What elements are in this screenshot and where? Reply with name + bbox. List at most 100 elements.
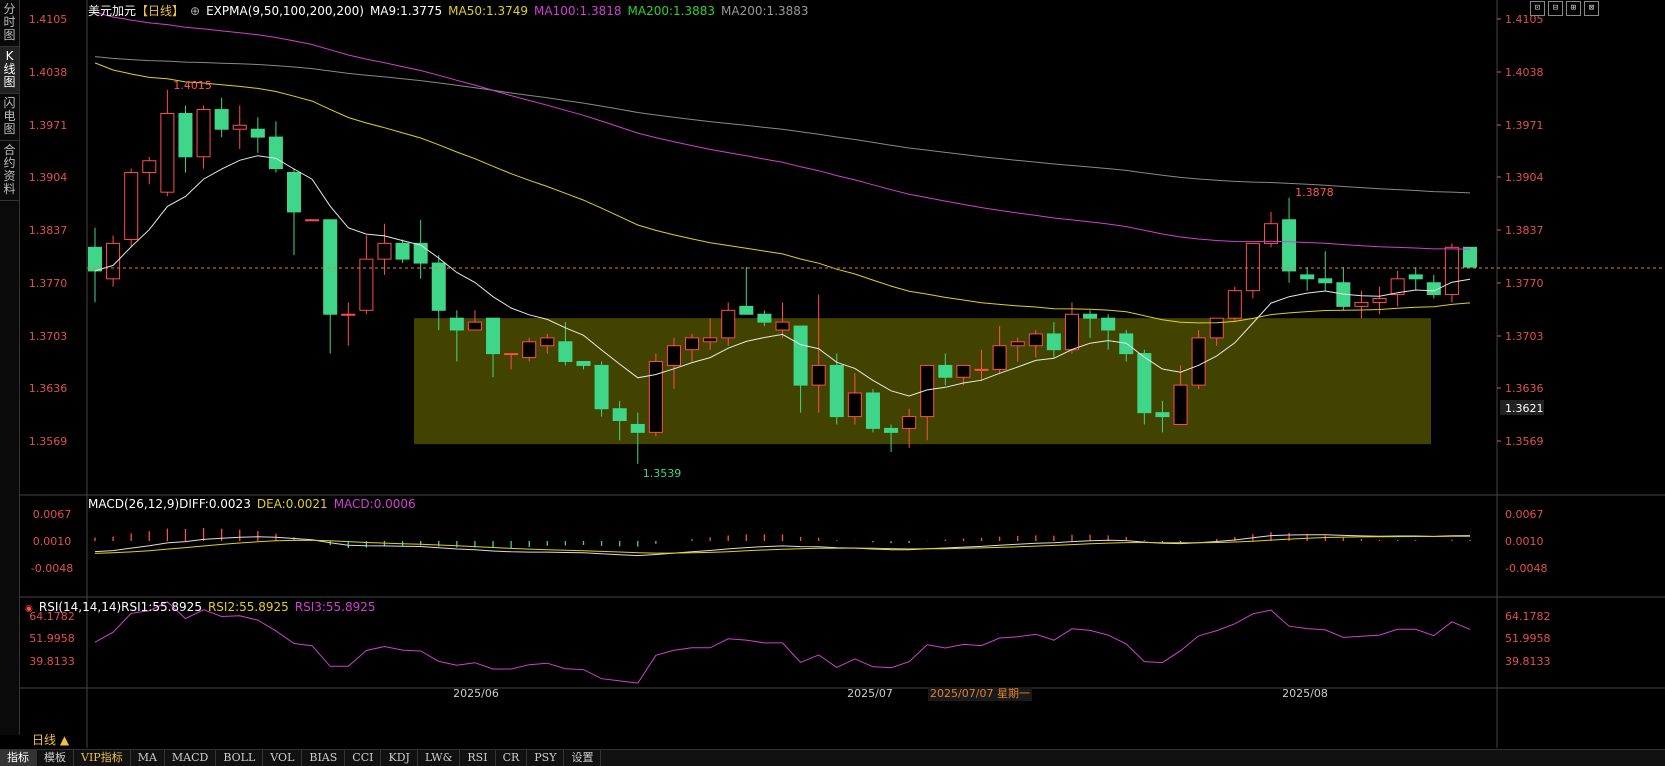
candle-body bbox=[721, 309, 736, 339]
bottom-tab-14[interactable]: 设置 bbox=[564, 750, 602, 766]
close-icon[interactable]: ⊠ bbox=[1584, 1, 1599, 16]
ma200-label: MA200:1.3883 bbox=[721, 4, 809, 18]
candle-body bbox=[142, 160, 157, 174]
candle-body bbox=[1444, 246, 1459, 296]
restore-icon[interactable]: ⊡ bbox=[1530, 1, 1545, 16]
indicator-toolbar: 指标 模板 VIP指标 MA MACD BOLL VOL BIAS CCI KDJ LW& RSI CR… bbox=[0, 749, 1665, 766]
bottom-tab-9[interactable]: KDJ bbox=[381, 750, 418, 766]
rsi-right-tick: 39.8133 bbox=[1505, 655, 1551, 668]
candle-body bbox=[377, 242, 392, 260]
bottom-tab-4[interactable]: MACD bbox=[165, 750, 217, 766]
candle-body bbox=[413, 242, 428, 264]
candle-body bbox=[920, 364, 935, 418]
rsi-right-tick: 51.9958 bbox=[1505, 632, 1551, 645]
left-price-tick: 1.4038 bbox=[29, 66, 68, 79]
left-tab-2[interactable]: 闪电图 bbox=[0, 94, 19, 141]
candle-body bbox=[811, 364, 826, 386]
date-label: 2025/07 bbox=[847, 687, 893, 700]
candle-body bbox=[1191, 337, 1206, 386]
candle-body bbox=[1083, 313, 1098, 319]
bottom-tab-5[interactable]: BOLL bbox=[216, 750, 264, 766]
rsi3-value: RSI3:55.8925 bbox=[294, 600, 376, 614]
candle-body bbox=[486, 317, 501, 355]
candle-body bbox=[793, 325, 808, 386]
candle-body bbox=[1372, 297, 1387, 303]
candle-body bbox=[1462, 246, 1478, 268]
candle-body bbox=[956, 364, 971, 378]
minimize-icon[interactable]: ⊟ bbox=[1548, 1, 1563, 16]
recent-high-label: 1.3878 bbox=[1295, 186, 1334, 199]
expma-label: EXPMA(9,50,100,200,200) bbox=[206, 4, 364, 18]
ma200-green-label: MA200:1.3883 bbox=[627, 4, 716, 18]
left-tab-0[interactable]: 分时图 bbox=[0, 0, 19, 47]
bottom-tab-6[interactable]: VOL bbox=[263, 750, 303, 766]
candle-body bbox=[865, 392, 880, 429]
left-tab-3[interactable]: 合约资料 bbox=[0, 141, 19, 201]
bottom-tab-2[interactable]: VIP指标 bbox=[74, 750, 131, 766]
candle-body bbox=[214, 109, 229, 130]
macd-diff: DIFF:0.0023 bbox=[179, 497, 251, 511]
candle-body bbox=[902, 416, 917, 429]
settings-icon[interactable]: ⊕ bbox=[190, 4, 201, 18]
candle-body bbox=[467, 321, 482, 331]
right-price-tick: 1.3703 bbox=[1505, 330, 1544, 343]
rsi-left-tick: 64.1782 bbox=[29, 610, 75, 623]
candle-body bbox=[1263, 223, 1278, 244]
candle-body bbox=[522, 341, 537, 359]
left-price-tick: 1.3636 bbox=[29, 382, 68, 395]
candle-body bbox=[739, 305, 754, 315]
candle-body bbox=[250, 128, 265, 138]
bottom-tab-1[interactable]: 模板 bbox=[37, 750, 74, 766]
kline-chart[interactable]: 1.4105 1.4105 1.4038 1.4038 1.3971 1.3971 1.39… bbox=[19, 0, 1665, 748]
right-price-tick: 1.4105 bbox=[1505, 13, 1544, 26]
candle-body bbox=[666, 345, 681, 366]
rsi-settings-icon[interactable]: ◉ bbox=[25, 604, 33, 614]
ma50-line bbox=[94, 62, 1471, 324]
bottom-tab-0[interactable]: 指标 bbox=[0, 750, 37, 766]
candle-body bbox=[1227, 290, 1242, 319]
candle-body bbox=[992, 345, 1007, 370]
bottom-tab-10[interactable]: LW& bbox=[418, 750, 461, 766]
bottom-tab-7[interactable]: BIAS bbox=[302, 750, 346, 766]
candle-body bbox=[884, 427, 899, 433]
left-price-tick: 1.3770 bbox=[29, 277, 68, 290]
macd-left-tick: 0.0010 bbox=[33, 535, 72, 548]
cursor-date-label: 2025/07/07 星期一 bbox=[930, 687, 1030, 700]
candle-body bbox=[594, 364, 609, 410]
candle-body bbox=[341, 313, 356, 316]
candle-body bbox=[1173, 384, 1188, 425]
candle-body bbox=[124, 172, 139, 240]
bottom-tab-8[interactable]: CCI bbox=[345, 750, 382, 766]
candle-body bbox=[630, 423, 645, 433]
candle-body bbox=[612, 408, 627, 422]
candle-body bbox=[1300, 274, 1315, 280]
candle-body bbox=[703, 337, 718, 343]
candle-body bbox=[305, 219, 320, 222]
bottom-tab-12[interactable]: CR bbox=[496, 750, 528, 766]
low-price-label: 1.3539 bbox=[643, 467, 682, 480]
candle-body bbox=[1282, 219, 1297, 272]
right-price-tick: 1.3837 bbox=[1505, 224, 1544, 237]
ma50-label: MA50:1.3749 bbox=[448, 4, 529, 18]
period-selector[interactable]: 日线 ▲ bbox=[32, 733, 70, 747]
macd-left-tick: 0.0067 bbox=[33, 508, 72, 521]
rsi2-value: RSI2:55.8925 bbox=[207, 600, 289, 614]
candle-body bbox=[232, 124, 247, 130]
maximize-icon[interactable]: ⊞ bbox=[1566, 1, 1581, 16]
candle-body bbox=[938, 364, 953, 378]
macd-name: MACD(26,12,9) bbox=[88, 497, 180, 511]
candle-body bbox=[196, 109, 211, 158]
main-legend: 美元加元【日线】 ⊕ EXPMA(9,50,100,200,200) MA9:1.37… bbox=[88, 2, 815, 19]
candle-body bbox=[648, 360, 663, 433]
candle-body bbox=[106, 242, 121, 280]
candle-body bbox=[1155, 412, 1170, 418]
rsi-line bbox=[94, 601, 1471, 684]
current-price-label: 1.3621 bbox=[1505, 402, 1544, 415]
bottom-tab-13[interactable]: PSY bbox=[527, 750, 565, 766]
bottom-tab-11[interactable]: RSI bbox=[460, 750, 496, 766]
right-price-tick: 1.3569 bbox=[1505, 435, 1544, 448]
symbol-name: 美元加元 bbox=[88, 4, 137, 18]
bottom-tab-3[interactable]: MA bbox=[131, 750, 165, 766]
